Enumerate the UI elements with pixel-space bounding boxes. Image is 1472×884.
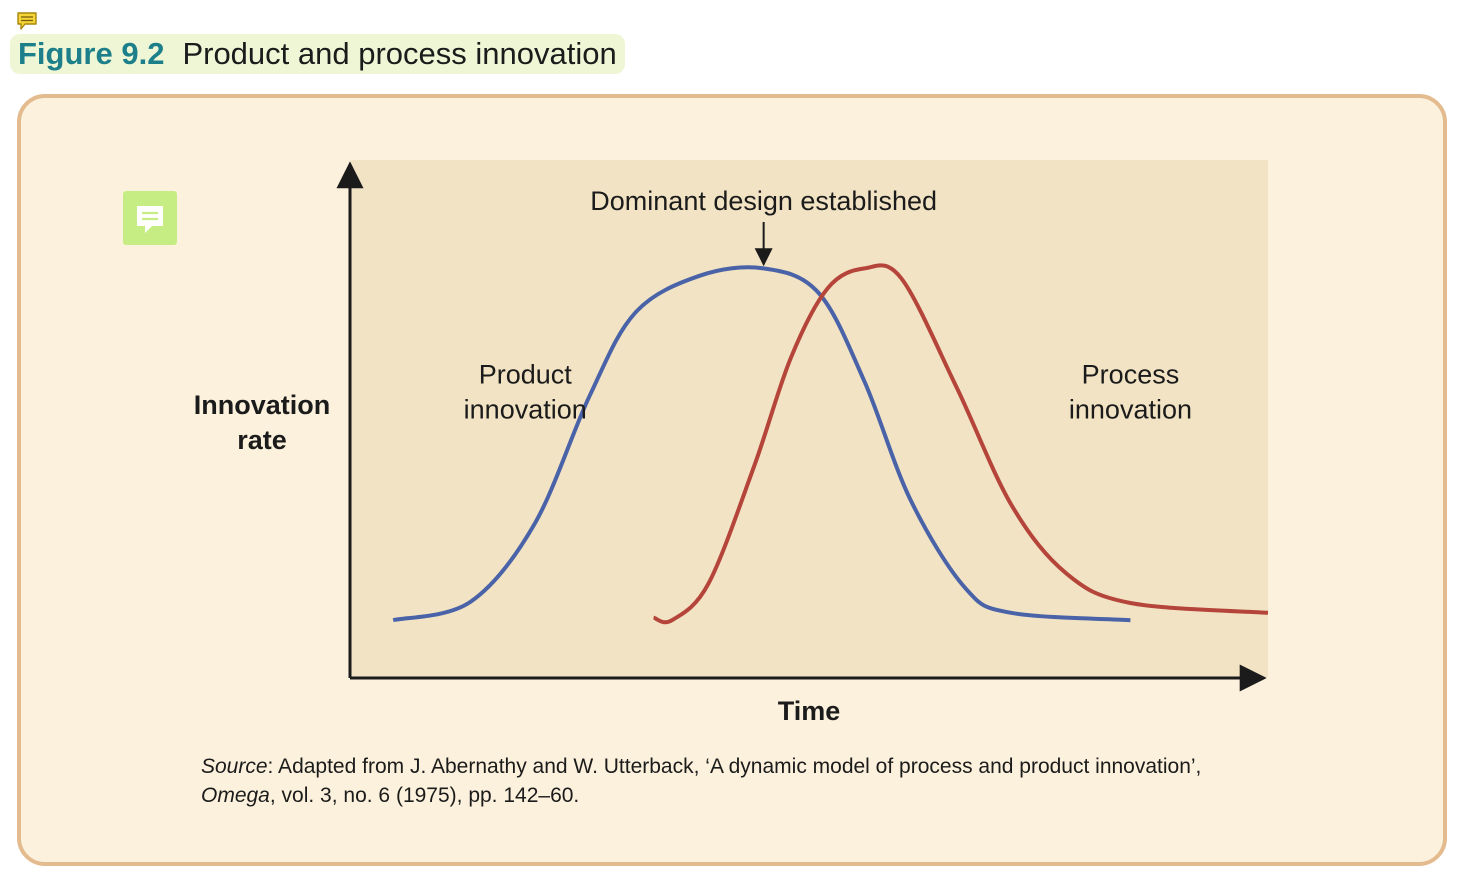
plot-area [351, 160, 1268, 677]
figure-title-bar: Figure 9.2 Product and process innovatio… [10, 34, 625, 74]
process-innovation-curve [652, 263, 1269, 625]
journal-details: , vol. 3, no. 6 (1975), pp. 142–60. [269, 784, 580, 807]
figure-title: Product and process innovation [182, 36, 617, 71]
source-note: Source: Adapted from J. Abernathy and W.… [201, 752, 1321, 810]
source-label: Source [201, 755, 268, 778]
product-innovation-curve [392, 265, 1131, 623]
source-line-2: Omega, vol. 3, no. 6 (1975), pp. 142–60. [201, 781, 1321, 810]
product-innovation-label: Product innovation [464, 359, 587, 424]
comment-icon[interactable] [123, 191, 177, 245]
y-axis-label: Innovation rate [194, 390, 331, 455]
dominant-design-annotation: Dominant design established [590, 186, 937, 216]
note-icon[interactable] [16, 11, 38, 31]
process-innovation-label: Process innovation [1069, 359, 1192, 424]
journal-name: Omega [201, 784, 270, 807]
x-axis-label: Time [778, 696, 841, 726]
source-text: : Adapted from J. Abernathy and W. Utter… [267, 755, 1202, 778]
source-line-1: Source: Adapted from J. Abernathy and W.… [201, 752, 1321, 781]
figure-label: Figure 9.2 [18, 36, 165, 71]
